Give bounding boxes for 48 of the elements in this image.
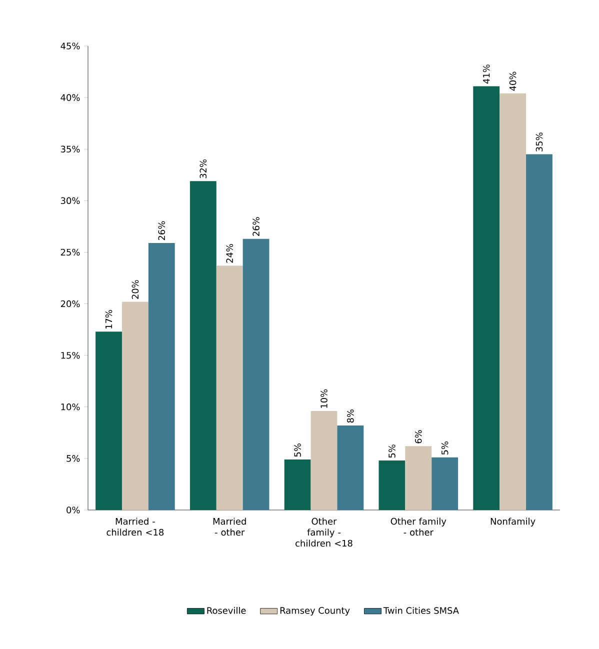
data-label: 41%	[482, 64, 490, 84]
y-tick-label: 0%	[66, 506, 80, 514]
legend-label: Ramsey County	[280, 607, 350, 616]
data-label: 10%	[320, 389, 328, 408]
y-tick-label: 45%	[60, 42, 80, 50]
data-label: 24%	[226, 244, 233, 263]
bar	[310, 411, 338, 510]
bar	[242, 238, 270, 510]
data-label: 26%	[158, 221, 166, 240]
data-label: 26%	[252, 217, 260, 236]
bar	[337, 425, 364, 510]
data-label: 5%	[294, 444, 301, 457]
bar	[378, 460, 406, 510]
data-label: 40%	[509, 72, 516, 91]
data-label: 35%	[536, 132, 543, 152]
bar	[432, 457, 458, 510]
bar	[190, 181, 216, 510]
y-tick-label: 5%	[66, 455, 80, 462]
y-tick-label: 35%	[60, 146, 80, 152]
bar	[526, 154, 552, 510]
x-tick-label: Nonfamily	[490, 518, 536, 526]
data-label: 6%	[415, 430, 422, 444]
y-tick-label: 30%	[60, 197, 80, 204]
bar	[122, 302, 148, 510]
data-label: 17%	[105, 310, 112, 328]
x-tick-label: Married - children <18	[106, 518, 164, 536]
bar	[405, 446, 432, 510]
y-tick-label: 15%	[61, 352, 80, 359]
y-tick-label: 25%	[60, 248, 80, 256]
legend-label: Roseville	[207, 606, 246, 614]
data-label: 20%	[132, 280, 139, 299]
bar	[216, 266, 243, 510]
legend-label: Twin Cities SMSA	[383, 606, 459, 614]
x-tick-label: Other family - children <18	[296, 518, 352, 547]
y-tick-label: 10%	[61, 403, 80, 410]
data-label: 32%	[200, 159, 207, 178]
data-label: 5%	[441, 441, 448, 455]
x-tick-label: Other family - other	[390, 518, 446, 536]
data-label: 8%	[347, 410, 354, 423]
bar	[500, 93, 526, 510]
bar	[473, 86, 500, 510]
bar	[284, 459, 311, 510]
bar	[96, 332, 122, 510]
bar	[148, 242, 175, 510]
y-tick-label: 20%	[60, 300, 80, 308]
x-tick-label: Married - other	[213, 518, 246, 536]
y-tick-label: 40%	[60, 94, 80, 101]
data-label: 5%	[388, 444, 396, 458]
